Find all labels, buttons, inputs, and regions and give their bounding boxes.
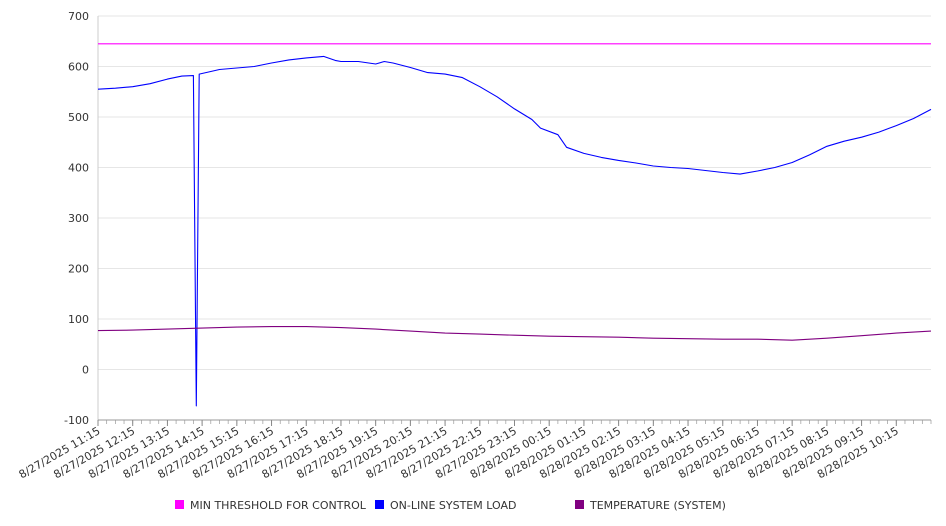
- y-tick-label: 400: [68, 162, 89, 175]
- legend-label: TEMPERATURE (SYSTEM): [589, 499, 726, 512]
- y-tick-label: 500: [68, 111, 89, 124]
- y-tick-label: 100: [68, 313, 89, 326]
- legend-swatch: [575, 500, 584, 509]
- legend-system-load: ON-LINE SYSTEM LOAD: [375, 499, 516, 512]
- legend-temperature: TEMPERATURE (SYSTEM): [575, 499, 726, 512]
- legend-threshold: MIN THRESHOLD FOR CONTROL: [175, 499, 367, 512]
- y-tick-label: 600: [68, 61, 89, 74]
- legend-swatch: [375, 500, 384, 509]
- system-load-line: [97, 55, 932, 407]
- legend-label: MIN THRESHOLD FOR CONTROL: [190, 499, 367, 512]
- legend-label: ON-LINE SYSTEM LOAD: [390, 499, 516, 512]
- y-tick-label: 200: [68, 263, 89, 276]
- grid-lines: [98, 15, 931, 370]
- legend-swatch: [175, 500, 184, 509]
- y-tick-label: 0: [82, 364, 89, 377]
- y-tick-label: 300: [68, 212, 89, 225]
- y-tick-label: -100: [64, 414, 89, 427]
- y-tick-label: 700: [68, 10, 89, 23]
- series-lines: [97, 43, 932, 407]
- temperature-line: [97, 326, 932, 341]
- legend: MIN THRESHOLD FOR CONTROL ON-LINE SYSTEM …: [175, 499, 726, 512]
